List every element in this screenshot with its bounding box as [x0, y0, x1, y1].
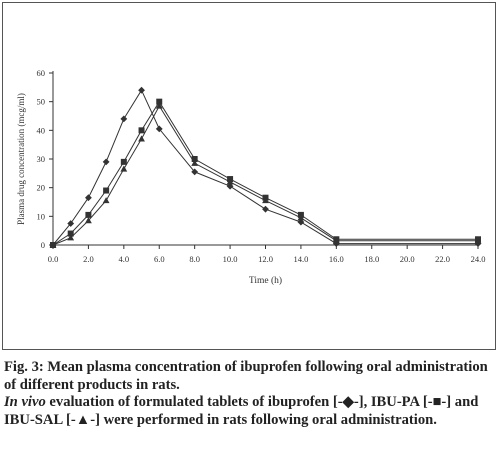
data-point-diamond — [67, 220, 75, 227]
data-point-square — [138, 127, 145, 134]
y-tick-label: 10 — [37, 211, 46, 221]
y-tick-label: 0 — [41, 240, 45, 250]
plasma-concentration-chart: 0 10 20 30 40 50 60 0.0 2.0 4.0 6.0 8.0 10.0 12.0 14.0… — [16, 68, 486, 286]
data-point-square — [67, 230, 74, 237]
y-axis-label: Plasma drug concentration (mcg/ml) — [16, 93, 26, 225]
x-axis-label: Time (h) — [249, 275, 282, 286]
x-tick-label: 8.0 — [189, 254, 200, 264]
x-tick-label: 14.0 — [293, 254, 308, 264]
x-tick-label: 6.0 — [154, 254, 165, 264]
data-point-triangle — [49, 241, 57, 248]
y-tick-label: 60 — [37, 68, 46, 78]
data-point-triangle — [85, 217, 92, 224]
data-point-triangle — [226, 178, 234, 185]
x-tick-label: 16.0 — [329, 254, 344, 264]
data-point-diamond — [474, 240, 482, 247]
y-tick-label: 40 — [37, 125, 46, 135]
figure-caption: Fig. 3: Mean plasma concentration of ibu… — [4, 359, 494, 429]
x-tick-label: 24.0 — [471, 254, 486, 264]
data-point-triangle — [191, 159, 199, 166]
data-point-triangle — [332, 237, 340, 244]
data-point-diamond — [85, 194, 92, 202]
caption-italic-lead: In vivo — [4, 394, 46, 411]
data-point-diamond — [138, 86, 145, 94]
figure-frame: 0 10 20 30 40 50 60 0.0 2.0 4.0 6.0 8.0 10.0 12.0 14.0… — [2, 2, 496, 350]
data-point-triangle — [155, 102, 163, 109]
data-point-triangle — [102, 197, 110, 204]
x-tick-label: 12.0 — [258, 254, 273, 264]
data-point-square — [191, 156, 198, 162]
x-tick-label: 10.0 — [223, 254, 238, 264]
series-line-triangle — [52, 105, 478, 246]
data-point-triangle — [120, 165, 128, 172]
x-tick-label: 4.0 — [119, 254, 130, 264]
data-point-diamond — [155, 125, 163, 133]
y-tick-label: 50 — [37, 97, 46, 107]
y-tick-label: 20 — [37, 183, 46, 193]
data-point-diamond — [226, 182, 234, 190]
x-tick-label: 0.0 — [48, 254, 59, 264]
x-tick-label: 22.0 — [435, 254, 450, 264]
x-tick-label: 2.0 — [83, 254, 94, 264]
data-point-triangle — [474, 237, 482, 244]
caption-body: In vivo evaluation of formulated tablets… — [4, 394, 494, 429]
data-point-square — [85, 211, 92, 218]
series-line-square — [52, 100, 478, 246]
data-point-triangle — [138, 135, 145, 142]
data-point-square — [103, 187, 110, 194]
x-tick-label: 20.0 — [400, 254, 415, 264]
series-line-diamond — [52, 89, 478, 246]
data-point-square — [156, 98, 163, 105]
data-point-diamond — [102, 158, 110, 166]
data-point-triangle — [67, 234, 75, 241]
data-point-triangle — [297, 214, 305, 221]
data-point-square — [120, 158, 127, 165]
caption-title: Fig. 3: Mean plasma concentration of ibu… — [4, 359, 488, 393]
x-tick-label: 18.0 — [364, 254, 379, 264]
y-tick-label: 30 — [37, 154, 46, 164]
caption-text: evaluation of formulated tablets of ibup… — [4, 394, 479, 428]
data-point-diamond — [191, 168, 199, 176]
data-point-diamond — [262, 205, 269, 213]
data-point-diamond — [120, 115, 128, 123]
data-point-triangle — [262, 197, 269, 204]
